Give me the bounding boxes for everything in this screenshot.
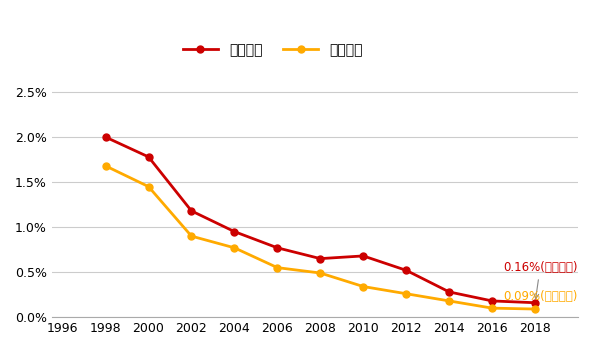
ほぼ毎日 (445, 290, 453, 294)
週に数回 (145, 184, 152, 189)
ほぼ毎日 (403, 268, 410, 272)
週に数回 (489, 306, 496, 310)
ほぼ毎日 (145, 155, 152, 159)
ほぼ毎日 (317, 257, 324, 261)
ほぼ毎日 (531, 301, 538, 305)
Legend: ほぼ毎日, 週に数回: ほぼ毎日, 週に数回 (177, 37, 368, 62)
ほぼ毎日 (102, 135, 109, 139)
ほぼ毎日 (188, 209, 195, 213)
ほぼ毎日 (231, 230, 238, 234)
週に数回 (102, 164, 109, 168)
週に数回 (231, 246, 238, 250)
ほぼ毎日 (274, 246, 281, 250)
Line: 週に数回: 週に数回 (102, 162, 538, 313)
週に数回 (188, 234, 195, 238)
ほぼ毎日 (489, 299, 496, 303)
週に数回 (445, 299, 453, 303)
週に数回 (359, 285, 367, 289)
Text: 0.09%(週に数回): 0.09%(週に数回) (503, 290, 577, 303)
Line: ほぼ毎日: ほぼ毎日 (102, 134, 538, 306)
Text: 0.16%(ほぼ毎日): 0.16%(ほぼ毎日) (503, 261, 578, 299)
ほぼ毎日 (359, 254, 367, 258)
週に数回 (403, 292, 410, 296)
週に数回 (274, 266, 281, 270)
週に数回 (317, 271, 324, 275)
週に数回 (531, 307, 538, 311)
